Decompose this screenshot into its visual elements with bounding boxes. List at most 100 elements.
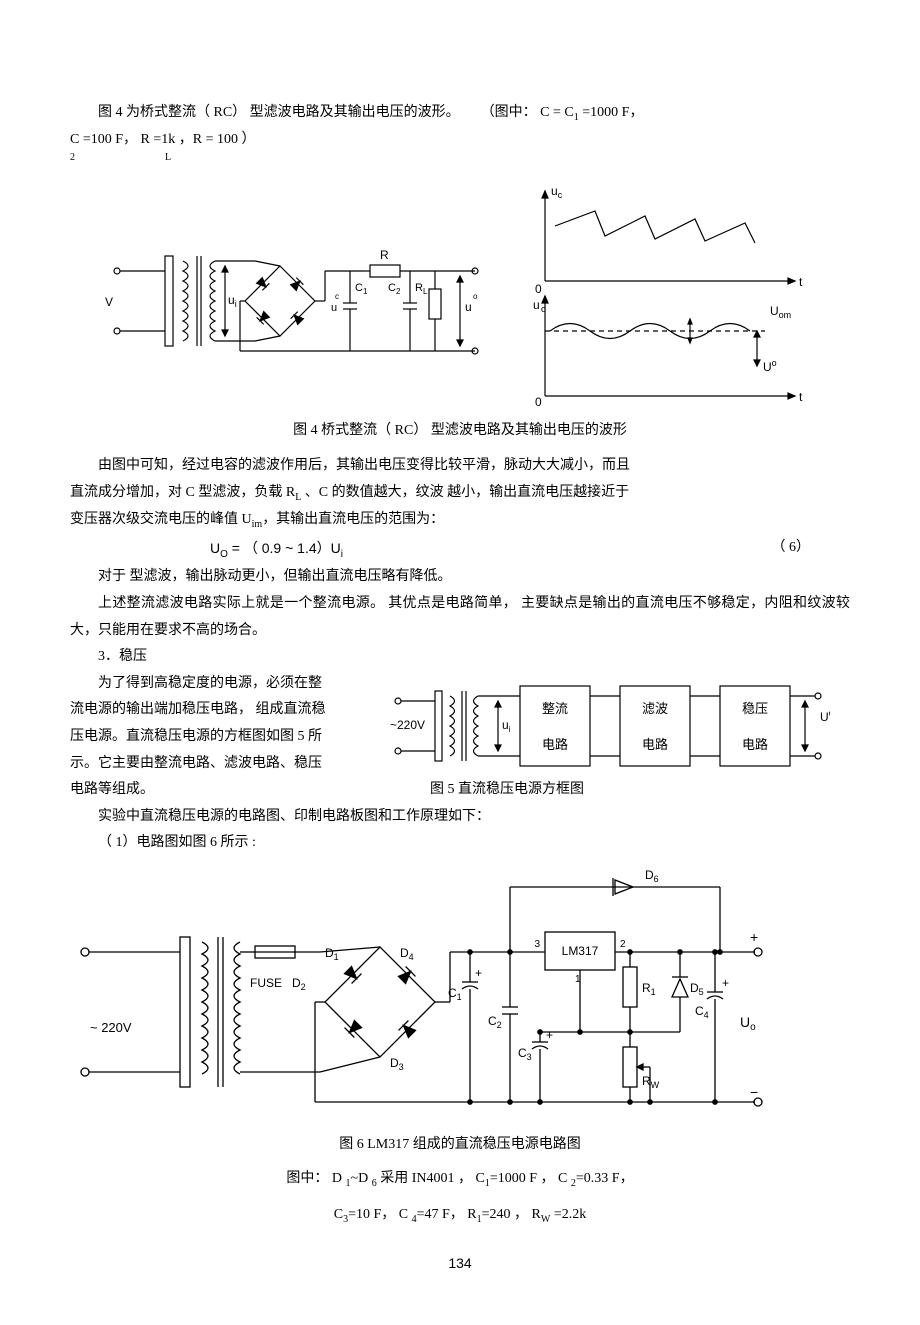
svg-text:C1: C1: [448, 986, 462, 1002]
n2sRw: W: [541, 1214, 550, 1225]
body1-p1: 由图中可知，经过电容的滤波作用后，其输出电压变得比较平滑，脉动大大减小，而且: [70, 453, 850, 480]
n1e: =0.33 F，: [576, 1171, 634, 1186]
fig4-uc-sub: c: [335, 292, 339, 301]
fig6-D5: D: [690, 981, 699, 995]
intro-line1: 图 4 为桥式整流（ RC） 型滤波电路及其输出电压的波形。 （图中： C = …: [70, 100, 850, 127]
svg-text:C4: C4: [695, 1004, 709, 1020]
fig6-R1: R: [642, 981, 651, 995]
intro-text-c: =1000 F，: [579, 105, 644, 120]
eq-i: i: [341, 548, 343, 559]
wave-t2: t: [799, 390, 803, 404]
fig6-D6: D: [645, 868, 654, 882]
page: 图 4 为桥式整流（ RC） 型滤波电路及其输出电压的波形。 （图中： C = …: [0, 0, 920, 1325]
fig5-b2t: 滤波: [642, 701, 668, 716]
svg-text:uc: uc: [551, 184, 563, 200]
wave-uom-sub: om: [779, 310, 792, 320]
svg-text:RL: RL: [415, 282, 428, 296]
fig6-C4s: 4: [704, 1010, 709, 1020]
svg-text:Uo: Uo: [763, 358, 777, 374]
fig6-C2s: 2: [497, 1020, 502, 1030]
fig5-b2b: 电路: [642, 737, 668, 752]
fig4-C1: C: [355, 282, 363, 294]
body1-p5: 上述整流滤波电路实际上就是一个整流电源。 其优点是电路简单， 主要缺点是输出的直…: [70, 591, 850, 644]
wave-uc-sub: c: [558, 190, 563, 200]
svg-text:D5: D5: [690, 981, 704, 997]
fig4-RL: R: [415, 282, 423, 294]
fig4-uo: u: [465, 300, 472, 314]
svg-text:C2: C2: [488, 1014, 502, 1030]
fig6-D1: D: [325, 946, 334, 960]
n1a: 图中： D: [286, 1171, 345, 1186]
body1-p3a: 变压器次级交流电压的峰值 U: [70, 512, 252, 527]
fig6-C1s: 1: [457, 992, 462, 1002]
fig5-b1b: 电路: [542, 737, 568, 752]
wave-Uo-sup: o: [772, 358, 777, 368]
body1-p3-sub: im: [252, 519, 263, 530]
intro-subL: L: [165, 152, 171, 163]
svg-text:C2: C2: [388, 282, 401, 296]
equation-6: UO = （ 0.9 ~ 1.4）Ui （ 6）: [70, 534, 850, 565]
sec3-p6: 实验中直流稳压电源的电路图、印制电路板图和工作原理如下：: [70, 804, 850, 831]
fig6-pin3: 3: [534, 939, 540, 950]
figure4-row: ~220V ui: [70, 181, 850, 411]
fig6-D4s: 4: [409, 952, 414, 962]
svg-text:D2: D2: [292, 976, 306, 992]
intro-sub2: 2: [70, 153, 80, 163]
fig6-minus-out: −: [750, 1084, 758, 1100]
fig5-b1t: 整流: [542, 701, 568, 716]
n1d: =1000 F ， C: [490, 1171, 571, 1186]
fig6-circuit: ~ 220V FUSE: [70, 857, 770, 1127]
fig6-D3: D: [390, 1056, 399, 1070]
fig4-ui-sub: i: [235, 299, 237, 309]
fig6-plus-out: +: [750, 929, 758, 945]
fig4-circuit: ~220V ui: [105, 211, 485, 381]
sec3-text: 为了得到高稳定度的电源，必须在整 流电源的输出端加稳压电路， 组成直流稳 压电源…: [70, 671, 370, 777]
fig6-D5s: 5: [699, 987, 704, 997]
svg-text:C3: C3: [518, 1046, 532, 1062]
intro-line2: C =100 F， R =1k ，R = 100 ）: [70, 127, 850, 154]
fig6-C2: C: [488, 1014, 497, 1028]
page-number: 134: [70, 1255, 850, 1271]
svg-text:C1: C1: [355, 282, 368, 296]
fig6-D4: D: [400, 946, 409, 960]
fig6-C3: C: [518, 1046, 527, 1060]
fig6-caption: 图 6 LM317 组成的直流稳压电源电路图: [70, 1133, 850, 1153]
svg-text:Uom: Uom: [770, 304, 791, 320]
wave-uo: u: [533, 298, 540, 312]
body1-p3b: ，其输出直流电压的范围为：: [262, 512, 444, 527]
svg-text:R1: R1: [642, 981, 656, 997]
fig4-RLs: L: [423, 287, 428, 296]
fig4-C2: C: [388, 282, 396, 294]
eq-mid: = （ 0.9 ~ 1.4）U: [228, 540, 341, 556]
fig6-plus1: +: [475, 966, 482, 980]
svg-text:Uo: Uo: [820, 708, 830, 724]
sec3-p2: 流电源的输出端加稳压电路， 组成直流稳: [70, 697, 370, 724]
wave-t1: t: [799, 275, 803, 289]
intro-text-b: （图中： C = C: [481, 105, 574, 120]
fig4-ui: u: [228, 293, 235, 307]
sec3-wrap: 为了得到高稳定度的电源，必须在整 流电源的输出端加稳压电路， 组成直流稳 压电源…: [70, 671, 850, 777]
fig4-R: R: [380, 248, 389, 262]
fig6-fuse: FUSE: [250, 976, 282, 990]
intro-line2-text: C =100 F， R =1k ，R = 100 ）: [70, 132, 256, 147]
body1-p2a: 直流成分增加，对 C 型滤波，负载 R: [70, 485, 295, 500]
intro-text-a: 图 4 为桥式整流（ RC） 型滤波电路及其输出电压的波形。: [98, 105, 460, 120]
fig6-D1s: 1: [334, 952, 339, 962]
fig6-D2: D: [292, 976, 301, 990]
eq-O: O: [220, 548, 228, 559]
fig6-Uos: o: [750, 1022, 756, 1033]
intro-subs: 2 L: [70, 153, 850, 163]
fig4-waveform: 0 uc t 0 u o t Uom Uo: [515, 181, 815, 411]
fig6-D2s: 2: [301, 982, 306, 992]
fig6-C4: C: [695, 1004, 704, 1018]
fig5-ui: u: [502, 718, 509, 732]
n2e: =2.2k: [550, 1207, 586, 1222]
sec3-p1: 为了得到高稳定度的电源，必须在整: [70, 671, 370, 698]
fig6-C1: C: [448, 986, 457, 1000]
fig6-note2: C3=10 F， C 4=47 F， R1=240 ， RW =2.2k: [70, 1203, 850, 1225]
eq-left: UO = （ 0.9 ~ 1.4）Ui: [210, 534, 343, 565]
sec3-p7: （ 1）电路图如图 6 所示 :: [70, 830, 850, 857]
sec3-p3: 压电源。直流稳压电源的方框图如图 5 所: [70, 724, 370, 751]
fig6-Rw: R: [642, 1074, 651, 1088]
fig6-R1s: 1: [651, 987, 656, 997]
